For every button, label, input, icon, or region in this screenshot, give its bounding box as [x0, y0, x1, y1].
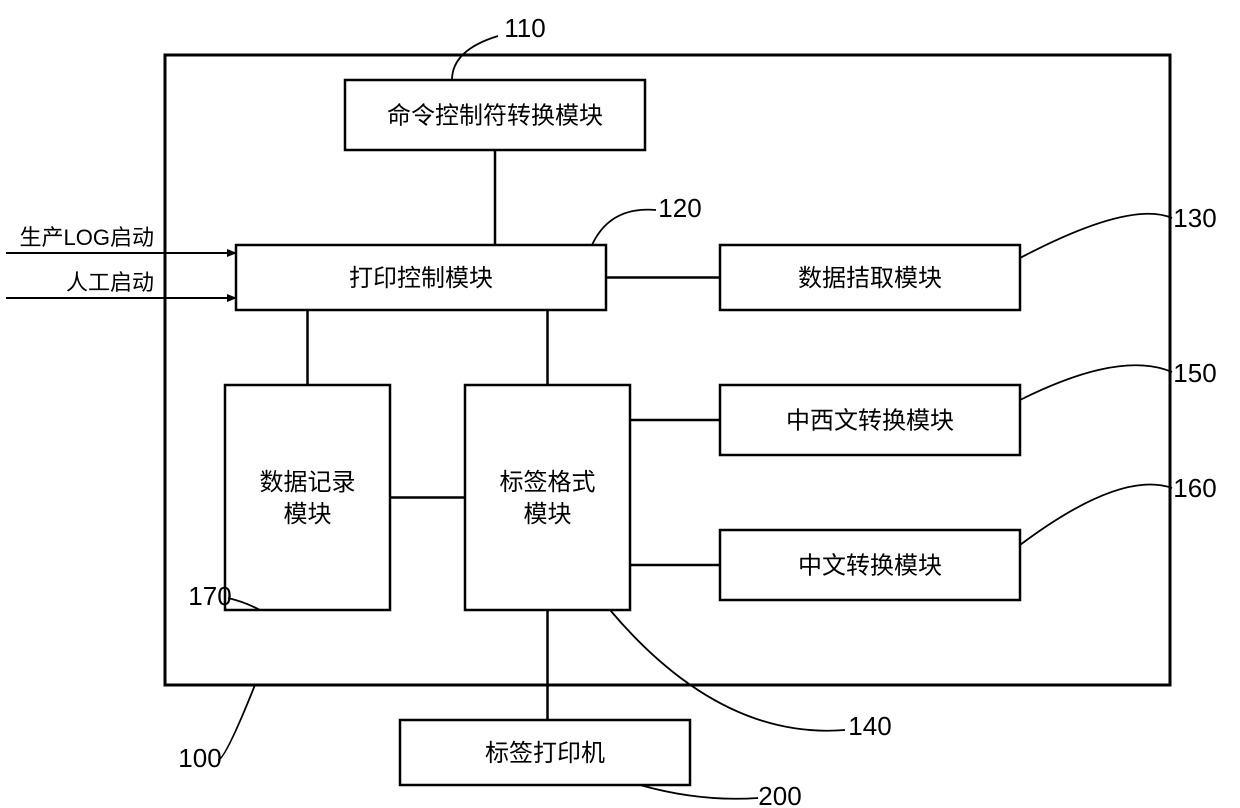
data-record-box-label-1: 数据记录 — [260, 469, 356, 496]
leader-120 — [592, 210, 656, 245]
label-format-box — [465, 385, 630, 610]
ref-170: 170 — [188, 581, 231, 611]
leader-160 — [1020, 485, 1172, 545]
ref-110: 110 — [504, 13, 545, 43]
label-format-box-label-2: 模块 — [524, 501, 572, 528]
block-diagram: 命令控制符转换模块打印控制模块 数据拮取模块数据记录模块 标签格式模块 中西文转换模块… — [0, 0, 1240, 808]
label-format-box-label-1: 标签格式 — [500, 469, 596, 496]
ref-100: 100 — [178, 743, 221, 773]
data-record-box — [225, 385, 390, 610]
cmd-converter-box-label: 命令控制符转换模块 — [387, 102, 603, 129]
cn-convert-box-label: 中文转换模块 — [798, 552, 942, 579]
ref-160: 160 — [1173, 473, 1216, 503]
input-manual-label: 人工启动 — [66, 270, 154, 295]
leader-100 — [218, 685, 255, 760]
ref-130: 130 — [1173, 203, 1216, 233]
leader-150 — [1020, 365, 1172, 400]
data-record-box-label-2: 模块 — [284, 501, 332, 528]
leader-200 — [640, 785, 758, 799]
label-printer-box-label: 标签打印机 — [485, 740, 605, 767]
leader-140 — [610, 610, 845, 731]
data-extract-box-label: 数据拮取模块 — [798, 265, 942, 292]
ref-120: 120 — [658, 193, 701, 223]
ref-200: 200 — [758, 781, 801, 808]
ref-140: 140 — [848, 711, 891, 741]
cn-western-box-label: 中西文转换模块 — [786, 407, 954, 434]
leader-110 — [452, 36, 498, 80]
leader-130 — [1020, 214, 1172, 258]
ref-150: 150 — [1173, 358, 1216, 388]
input-log-label: 生产LOG启动 — [20, 225, 154, 250]
print-control-box-label: 打印控制模块 — [349, 265, 493, 292]
